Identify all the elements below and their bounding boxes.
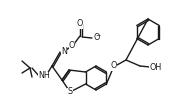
Text: OH: OH [149,63,161,71]
Text: NH: NH [38,71,50,80]
Text: S: S [68,87,73,97]
Text: O: O [94,33,100,43]
Text: O: O [111,61,117,71]
Text: O: O [77,20,83,29]
Text: N: N [61,48,67,56]
Text: −: − [95,33,101,37]
Text: O: O [69,41,75,51]
